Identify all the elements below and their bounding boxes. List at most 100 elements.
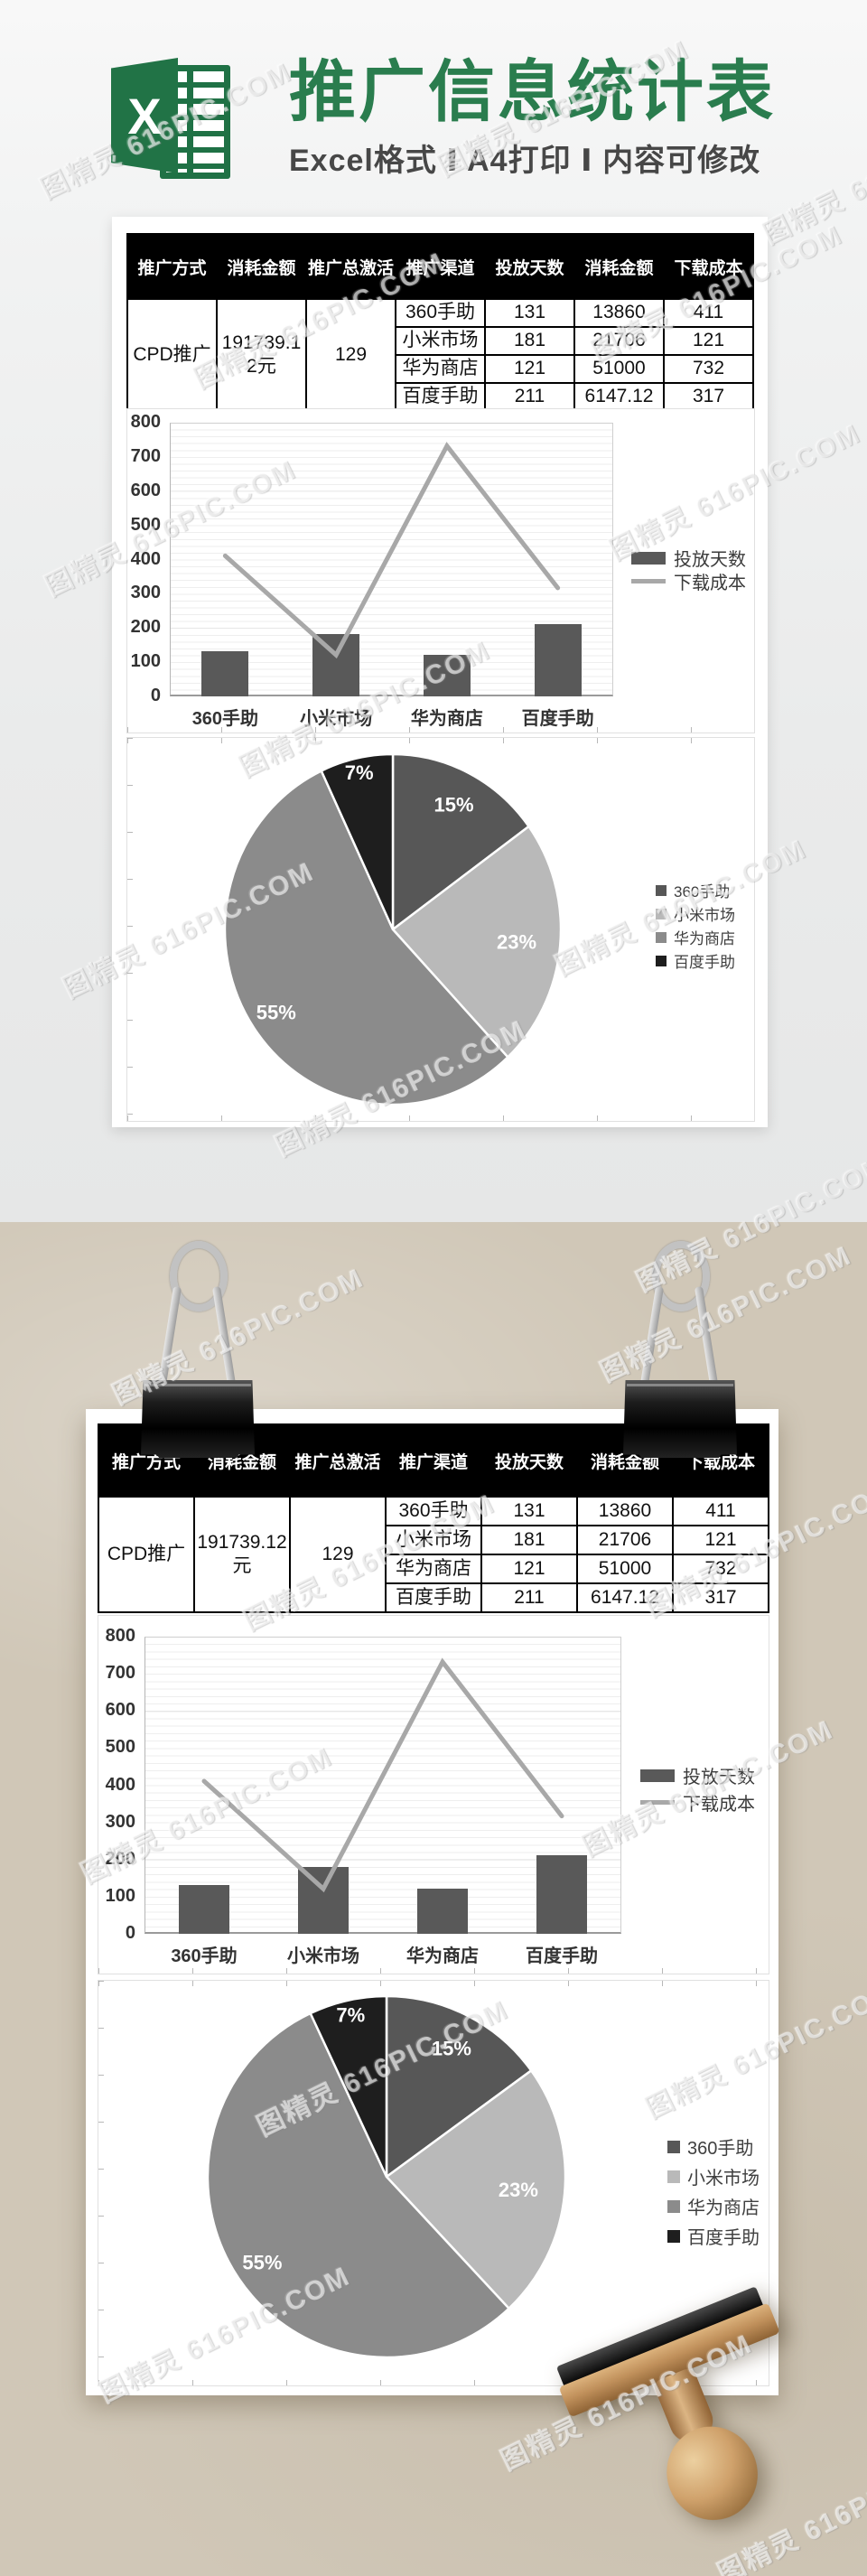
cell-method: CPD推广 — [98, 1496, 195, 1613]
col-header: 推广渠道 — [395, 233, 486, 300]
table-header-row: 推广方式 消耗金额 推广总激活 推广渠道 投放天数 消耗金额 下载成本 — [126, 233, 754, 300]
y-axis-tick-label: 100 — [105, 1885, 135, 1906]
excel-logo-letter: X — [127, 87, 162, 145]
col-header: 投放天数 — [480, 1423, 578, 1498]
table-row: CPD推广 191739.12元 129 360手助 131 13860 411 — [126, 298, 754, 412]
pie-legend-swatch — [667, 2140, 680, 2153]
legend-item-bar: 投放天数 — [640, 1762, 755, 1788]
clip-clamp — [623, 1380, 737, 1458]
cell-amount: 51000 — [573, 354, 665, 384]
x-axis-category-label: 华为商店 — [406, 1946, 479, 1966]
cell-days: 121 — [480, 1554, 578, 1584]
pie-legend-label: 华为商店 — [674, 930, 735, 947]
cell-channel: 华为商店 — [395, 354, 486, 384]
clip-wire-leg — [211, 1286, 238, 1391]
line-series-path — [201, 1657, 564, 1893]
cell-cost: 121 — [672, 1525, 769, 1555]
x-axis-category-label: 小米市场 — [287, 1946, 359, 1966]
clip-wire-icon — [170, 1241, 228, 1311]
cell-cost: 732 — [672, 1554, 769, 1584]
pie-slice — [320, 752, 395, 931]
cell-days: 181 — [480, 1525, 578, 1555]
cell-amount: 21706 — [576, 1525, 674, 1555]
cell-days: 211 — [480, 1582, 578, 1613]
y-axis-tick-label: 600 — [130, 480, 161, 500]
pie-slice-label: 23% — [499, 2179, 538, 2201]
clip-clamp — [141, 1380, 255, 1458]
legend-bar-swatch — [631, 551, 666, 565]
x-axis-category-label: 华为商店 — [410, 709, 483, 729]
pie-slice-label: 23% — [497, 931, 536, 954]
axis-ticks — [127, 738, 754, 743]
cell-cost: 317 — [672, 1582, 769, 1613]
legend-line-swatch — [640, 1800, 675, 1805]
pie-legend-item: 小米市场 — [656, 902, 735, 925]
pie-svg: 15% 23% 55% 7% — [223, 752, 563, 1106]
legend-item-bar: 投放天数 — [631, 545, 746, 571]
pie-legend-label: 360手助 — [687, 2139, 754, 2159]
cell-channel: 小米市场 — [395, 326, 486, 356]
line-series — [222, 442, 561, 659]
bar — [534, 624, 582, 696]
pie-slice-label: 15% — [432, 2037, 471, 2059]
bar-line-chart: 800 700 600 500 400 300 200 100 0 360手助 小米市场 华为商店 百度… — [98, 1615, 769, 1974]
pie-slice — [223, 770, 509, 1106]
clip-wire-leg — [639, 1286, 665, 1391]
preview-sheet-2: 推广方式 消耗金额 推广总激活 推广渠道 投放天数 消耗金额 下载成本 CPD推… — [86, 1409, 778, 2395]
x-axis-category-label: 360手助 — [171, 1946, 238, 1966]
table-row: 华为商店 121 51000 732 — [127, 354, 754, 384]
pie-legend-swatch — [656, 884, 667, 896]
cell-total-amount: 191739.12元 — [216, 298, 307, 412]
cell-method: CPD推广 — [126, 298, 218, 412]
cell-amount: 51000 — [576, 1554, 674, 1584]
y-axis-tick-label: 400 — [130, 548, 161, 569]
pie-legend-label: 百度手助 — [687, 2228, 760, 2248]
y-axis-tick-label: 0 — [150, 686, 161, 705]
y-axis-tick-label: 700 — [130, 445, 161, 466]
pie-legend-swatch — [667, 2229, 680, 2243]
cell-cost: 121 — [663, 326, 754, 356]
pie-legend-item: 360手助 — [667, 2133, 753, 2160]
pie-chart: 15% 23% 55% 7% 360手助 小米市场 华为商店 百度手助 — [126, 737, 755, 1122]
axis-ticks — [98, 1968, 769, 1974]
excel-logo-divider — [187, 71, 193, 173]
x-axis-category-label: 百度手助 — [526, 1946, 598, 1966]
excel-logo-panel: X — [111, 58, 178, 173]
legend-label: 投放天数 — [683, 1768, 755, 1787]
pie-slice-label: 55% — [242, 2251, 282, 2273]
legend-bar-swatch — [640, 1769, 675, 1782]
cell-channel: 360手助 — [385, 1496, 482, 1526]
cell-channel: 360手助 — [395, 298, 486, 328]
y-axis-tick-label: 200 — [130, 617, 161, 638]
line-series — [201, 1657, 564, 1893]
page-title: 推广信息统计表 — [289, 54, 776, 129]
pie-slice — [385, 1994, 533, 2179]
axis-ticks — [127, 738, 133, 1121]
promo-table: 推广方式 消耗金额 推广总激活 推广渠道 投放天数 消耗金额 下载成本 CPD推… — [126, 233, 754, 412]
y-axis-tick-label: 800 — [130, 412, 161, 432]
cell-days: 211 — [484, 382, 575, 412]
cell-amount: 21706 — [573, 326, 665, 356]
cell-amount: 6147.12 — [573, 382, 665, 412]
pie-legend-swatch — [667, 2170, 680, 2183]
bar — [417, 1889, 468, 1934]
pie-legend-swatch — [656, 908, 667, 919]
top-section-background: X 推广信息统计表 Excel格式 Ⅰ A4打印 Ⅰ 内容可修改 推广方式 消耗… — [0, 0, 867, 1222]
cell-days: 121 — [484, 354, 575, 384]
axis-ticks — [98, 1981, 769, 1986]
pie-legend-item: 小米市场 — [667, 2163, 760, 2189]
pie-slice — [309, 1994, 388, 2179]
table-row: 华为商店 121 51000 732 — [98, 1554, 769, 1584]
cell-channel: 百度手助 — [385, 1582, 482, 1613]
y-axis-tick-label: 700 — [105, 1663, 135, 1684]
col-header: 推广方式 — [126, 233, 218, 300]
cell-cost: 317 — [663, 382, 754, 412]
axis-ticks — [127, 727, 754, 733]
binder-clip-right — [623, 1239, 737, 1476]
pie-legend-label: 小米市场 — [674, 907, 735, 924]
pie-svg: 15% 23% 55% 7% — [206, 1994, 567, 2359]
axis-ticks — [98, 1981, 104, 2385]
col-header: 推广总激活 — [305, 233, 396, 300]
x-axis-category-label: 百度手助 — [521, 709, 594, 729]
axis-ticks — [98, 2380, 769, 2385]
